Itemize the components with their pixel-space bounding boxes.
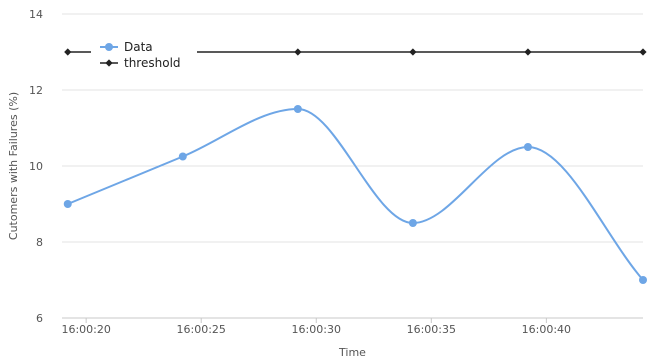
y-tick-label: 6 [36,312,43,325]
x-tick-label: 16:00:20 [61,323,110,336]
threshold-point[interactable] [294,48,302,56]
legend-item-data[interactable]: Data [100,40,153,54]
x-tick-label: 16:00:40 [522,323,571,336]
x-tick-label: 16:00:25 [177,323,226,336]
data-point[interactable] [63,200,72,208]
legend-threshold-marker [105,59,113,67]
x-tick-label: 16:00:30 [292,323,341,336]
threshold-point[interactable] [64,48,72,56]
legend-data-marker [105,43,113,51]
y-axis-title: Cutomers with Failures (%) [7,92,20,240]
y-tick-label: 14 [29,8,43,21]
y-axis-ticks: 6 8 10 12 14 [29,8,43,325]
data-point[interactable] [178,152,187,161]
series-data [63,105,647,284]
threshold-point[interactable] [524,48,532,56]
data-point[interactable] [523,143,532,151]
threshold-point[interactable] [409,48,417,56]
y-tick-label: 12 [29,84,43,97]
legend-item-threshold[interactable]: threshold [100,56,181,70]
legend-data-label: Data [124,40,153,54]
x-axis: 16:00:20 16:00:25 16:00:30 16:00:35 16:00:40 [61,317,643,336]
data-line [67,107,644,281]
legend-background [91,37,197,73]
y-tick-label: 10 [29,160,43,173]
y-tick-label: 8 [36,236,43,249]
x-tick-label: 16:00:35 [407,323,456,336]
x-axis-title: Time [338,346,366,359]
legend-threshold-label: threshold [124,56,181,70]
data-point[interactable] [408,219,417,227]
legend[interactable]: Data threshold [91,37,197,73]
data-point[interactable] [293,105,302,113]
data-point[interactable] [639,276,647,284]
threshold-point[interactable] [639,48,647,56]
